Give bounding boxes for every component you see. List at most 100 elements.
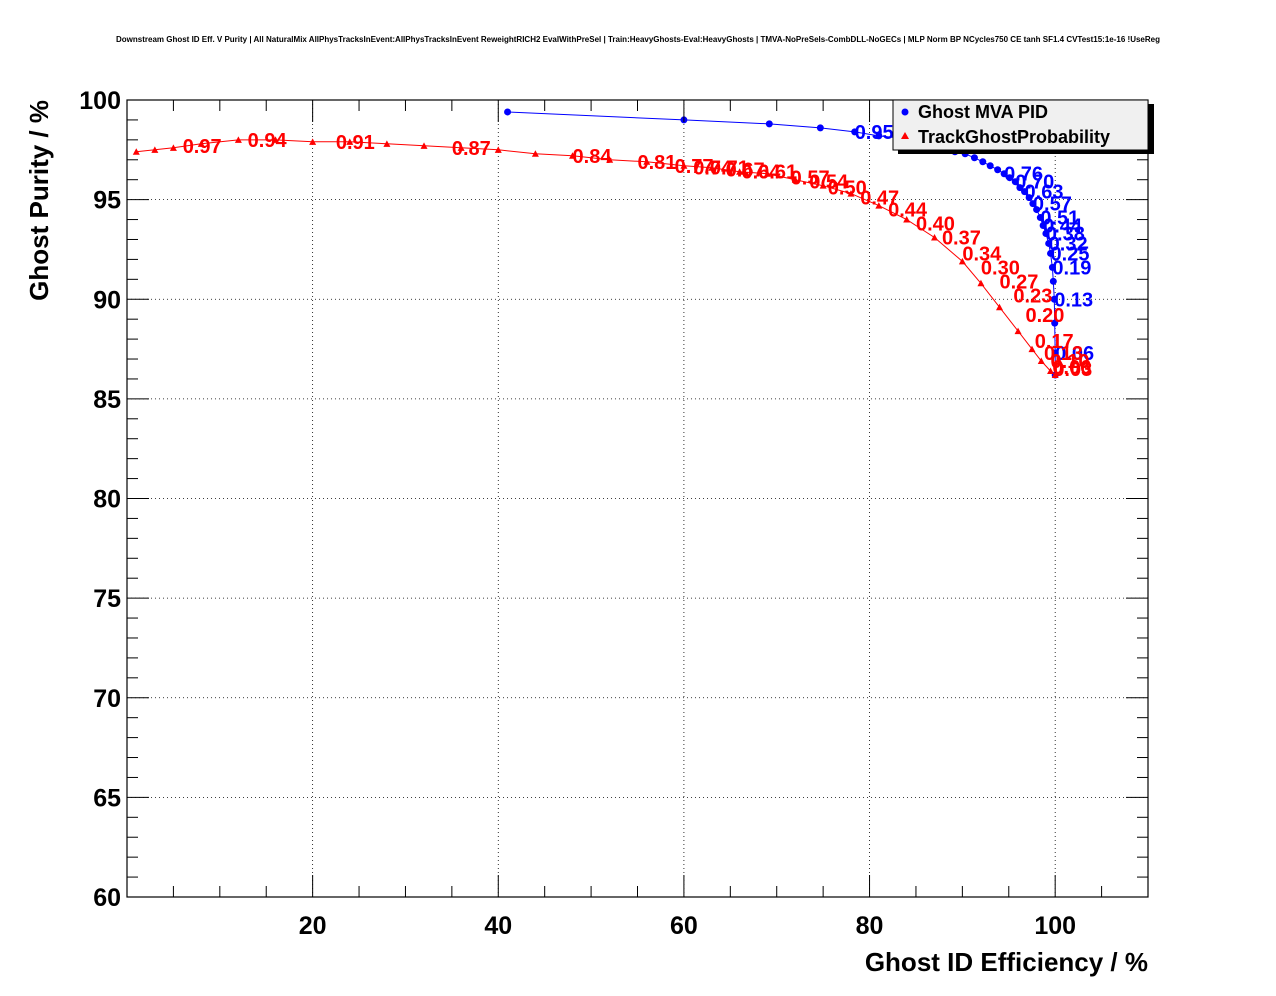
data-point [1051,371,1059,378]
data-label: 0.54 [809,172,849,194]
data-point [958,257,966,265]
data-point [875,132,883,140]
x-tick-label: 100 [1034,912,1076,940]
legend-marker-trackghostprobability [901,132,909,139]
data-point [383,140,391,147]
data-point [708,164,716,171]
chart-title: Downstream Ghost ID Eff. V Purity | All … [116,35,1160,44]
data-label: 0.34 [962,243,1002,265]
data-point [979,158,987,166]
data-label: 0.97 [183,136,222,158]
data-label: 0.13 [1044,343,1083,365]
data-point [1050,295,1058,303]
legend: Ghost MVA PID TrackGhostProbability [892,99,1154,154]
data-label: 0.03 [1053,359,1092,381]
data-label: 0.25 [1051,243,1090,265]
data-point [1006,174,1014,182]
data-point [606,156,614,163]
data-label: 0.47 [860,188,899,210]
data-point [1037,357,1045,365]
data-point [504,108,512,116]
data-point [151,146,159,153]
data-label: 0.20 [1025,305,1064,327]
data-point [531,150,539,157]
data-label: 0.74 [693,158,733,180]
data-point [791,176,799,183]
data-point [1048,263,1056,271]
data-label: 0.94 [248,130,288,152]
data-point [1028,345,1036,353]
data-point [1025,194,1033,202]
data-point [234,136,242,143]
data-label: 0.27 [999,271,1038,293]
data-point [1016,184,1024,192]
data-point [420,142,428,149]
data-point [903,216,911,223]
y-tick-label: 75 [93,585,121,613]
data-point [132,148,140,155]
data-label: 0.10 [1051,351,1090,373]
data-point [1014,327,1022,335]
data-point [1000,170,1008,178]
data-point [931,233,939,241]
data-point [1011,178,1019,186]
data-label: 0.44 [888,200,928,222]
y-tick-label: 80 [93,486,121,514]
data-label: 0.23 [1013,285,1052,307]
data-point [847,190,855,197]
legend-label-trackghostprobability: TrackGhostProbability [918,127,1110,147]
data-point [680,162,688,169]
data-label: 0.61 [758,162,797,184]
y-tick-label: 95 [93,187,121,215]
series-line-trackghostprobability [136,139,1056,376]
data-point [819,182,827,189]
data-point [1039,222,1047,230]
data-label: 0.67 [726,160,765,182]
data-label: 0.13 [1054,289,1093,311]
data-label: 0.37 [942,227,981,249]
data-label: 0.63 [1025,182,1064,204]
data-label: 0.64 [741,162,781,184]
data-label: 0.81 [638,152,677,174]
data-point [197,140,205,147]
tick-labels: 20 40 60 80 100 60 65 70 75 80 85 90 95 100 [79,87,1076,940]
data-label: 0.77 [675,156,714,178]
series-layer: 0.950.760.700.630.570.510.440.380.320.25… [132,108,1094,381]
data-label: 0.30 [981,257,1020,279]
data-point [1045,239,1053,247]
data-point [1042,229,1050,237]
legend-box [892,99,1149,151]
data-label: 0.57 [1033,194,1072,216]
data-point [765,120,773,128]
data-label: 0.95 [855,122,894,144]
data-point [1029,200,1037,208]
y-tick-label: 60 [93,884,121,912]
series-trackghostprobability: 0.97 0.94 0.91 0.87 0.84 0.810.770.740.710.67… [132,130,1092,381]
x-tick-label: 80 [856,912,884,940]
data-label: 0.87 [452,138,491,160]
data-point [970,154,978,162]
x-tick-label: 20 [299,912,327,940]
data-point [1047,367,1055,374]
data-label: 0.57 [791,168,830,190]
data-label: 0.91 [336,132,375,154]
data-label: 0.19 [1052,257,1091,279]
x-axis-label: Ghost ID Efficiency / % [865,947,1148,977]
data-label: 0.17 [1035,331,1074,353]
data-point [1036,214,1044,222]
data-label: 0.84 [573,146,613,168]
data-point [1049,277,1057,285]
data-label: 0.71 [710,158,749,180]
data-point [1047,249,1055,257]
y-tick-label: 90 [93,286,121,314]
data-point [994,166,1002,174]
legend-marker-ghost-mva-pid [901,108,909,116]
data-point [816,124,824,132]
data-point [309,138,317,145]
data-label: 0.06 [1055,343,1094,365]
data-point [346,138,354,145]
x-tick-label: 60 [670,912,698,940]
y-tick-label: 85 [93,386,121,414]
data-label: 0.32 [1049,233,1088,255]
